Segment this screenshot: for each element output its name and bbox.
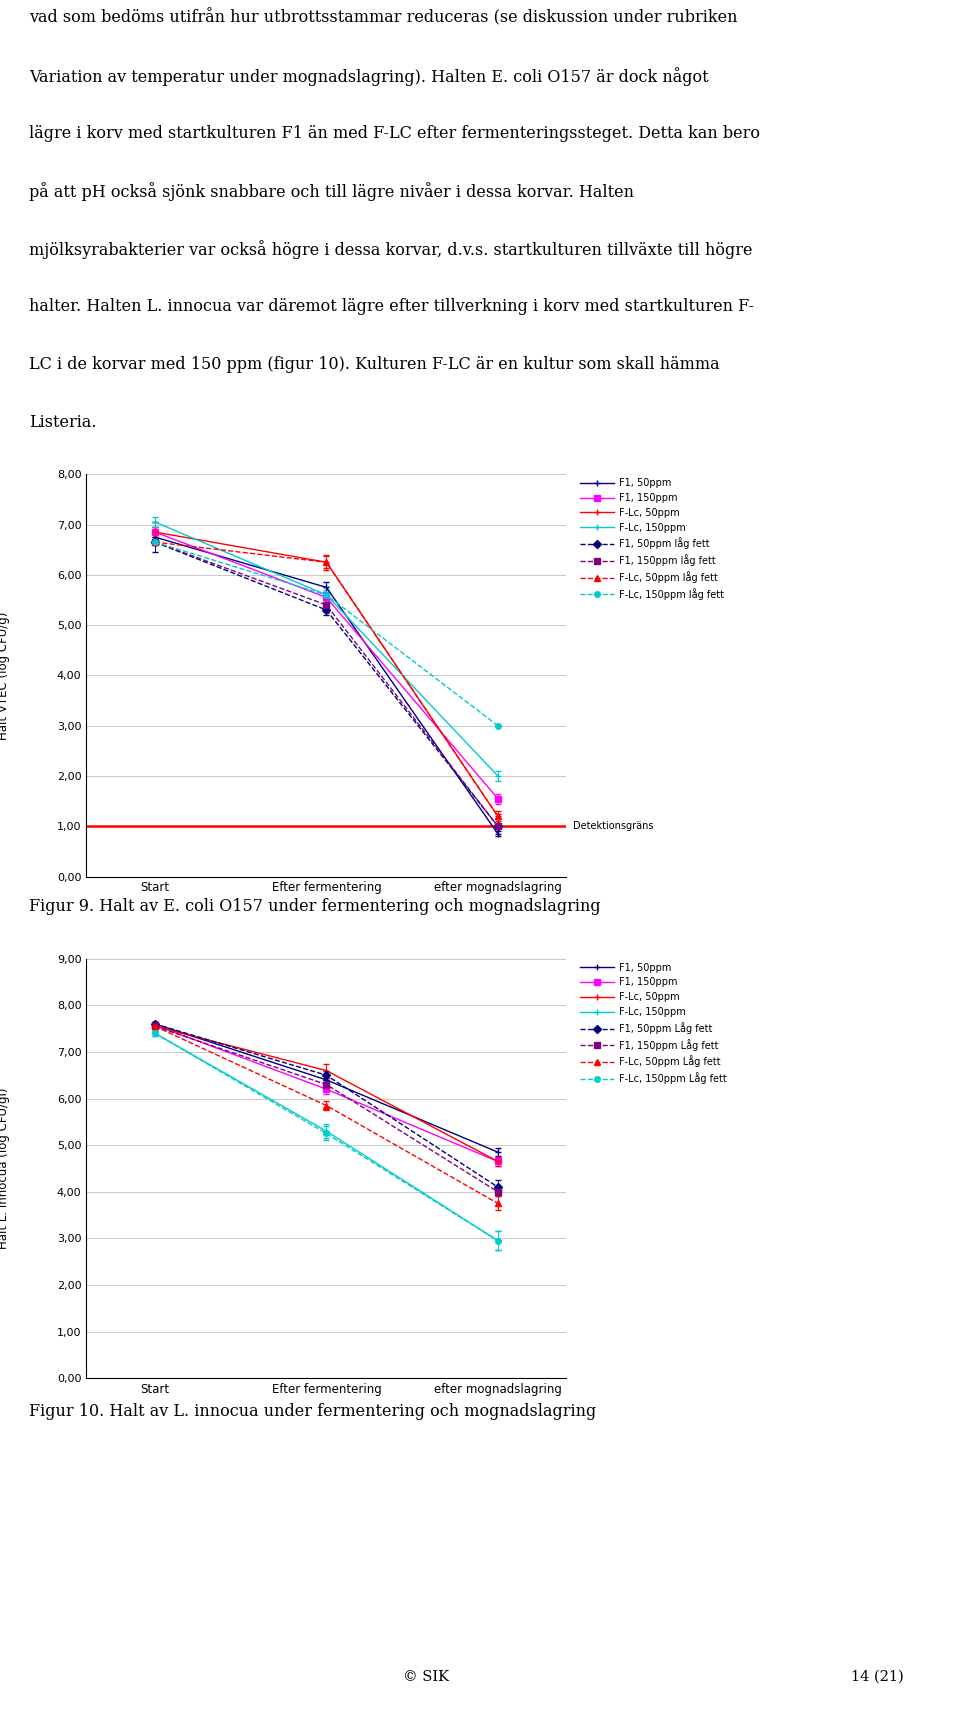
Text: 14 (21): 14 (21) [852,1669,904,1685]
Legend: F1, 50ppm, F1, 150ppm, F-Lc, 50ppm, F-Lc, 150ppm, F1, 50ppm låg fett, F1, 150ppm: F1, 50ppm, F1, 150ppm, F-Lc, 50ppm, F-Lc… [576,474,728,604]
Legend: F1, 50ppm, F1, 150ppm, F-Lc, 50ppm, F-Lc, 150ppm, F1, 50ppm Låg fett, F1, 150ppm: F1, 50ppm, F1, 150ppm, F-Lc, 50ppm, F-Lc… [576,959,731,1089]
Text: LC i de korvar med 150 ppm (figur 10). Kulturen F-LC är en kultur som skall hämm: LC i de korvar med 150 ppm (figur 10). K… [29,356,719,373]
Text: på att pH också sjönk snabbare och till lägre nivåer i dessa korvar. Halten: på att pH också sjönk snabbare och till … [29,183,634,202]
Text: Figur 9. Halt av E. coli O157 under fermentering och mognadslagring: Figur 9. Halt av E. coli O157 under ferm… [29,899,600,914]
Y-axis label: Halt VTEC (log CFU/g): Halt VTEC (log CFU/g) [0,611,10,740]
Text: lägre i korv med startkulturen F1 än med F-LC efter fermenteringssteget. Detta k: lägre i korv med startkulturen F1 än med… [29,125,759,142]
Y-axis label: Halt L. innocua (log CFU/gl): Halt L. innocua (log CFU/gl) [0,1087,10,1250]
Text: halter. Halten L. innocua var däremot lägre efter tillverkning i korv med startk: halter. Halten L. innocua var däremot lä… [29,298,754,315]
Text: Variation av temperatur under mognadslagring). Halten E. coli O157 är dock något: Variation av temperatur under mognadslag… [29,67,708,86]
Text: mjölksyrabakterier var också högre i dessa korvar, d.v.s. startkulturen tillväxt: mjölksyrabakterier var också högre i des… [29,240,753,259]
Text: Listeria.: Listeria. [29,414,96,431]
Text: © SIK: © SIK [403,1669,449,1685]
Text: Figur 10. Halt av L. innocua under fermentering och mognadslagring: Figur 10. Halt av L. innocua under ferme… [29,1404,596,1419]
Text: Detektionsgräns: Detektionsgräns [573,822,654,832]
Text: vad som bedöms utifrån hur utbrottsstammar reduceras (se diskussion under rubrik: vad som bedöms utifrån hur utbrottsstamm… [29,9,737,27]
